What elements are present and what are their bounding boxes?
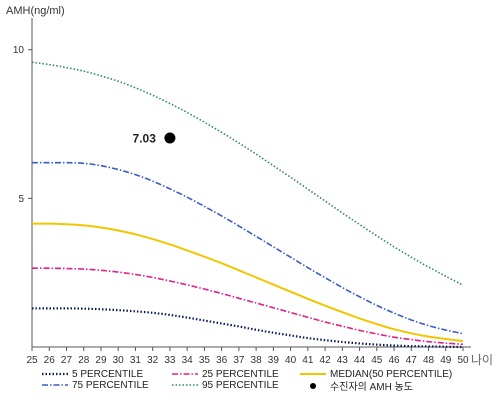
legend: 5 PERCENTILE 25 PERCENTILE MEDIAN(50 PERCE… [42,369,452,393]
x-tick-label: 47 [406,355,418,366]
x-tick-label: 38 [251,355,263,366]
x-tick-label: 26 [44,355,56,366]
x-tick-label: 34 [182,355,194,366]
x-tick-label: 31 [130,355,142,366]
series-line-p95 [31,61,464,286]
legend-label-p50: MEDIAN(50 PERCENTILE) [330,369,452,380]
series-line-p5 [31,307,464,349]
x-tick-label: 42 [320,355,332,366]
x-tick-label: 39 [268,355,280,366]
y-tick-label: 10 [13,45,25,56]
x-tick-label: 37 [233,355,245,366]
x-tick-label: 43 [337,355,349,366]
x-tick-label: 36 [216,355,228,366]
x-tick-label: 33 [164,355,176,366]
x-tick-label: 44 [354,355,366,366]
x-tick-label: 46 [388,355,400,366]
x-tick-label: 41 [302,355,314,366]
x-tick-label: 49 [440,355,452,366]
y-axis-title: AMH(ng/ml) [6,5,65,17]
x-tick-label: 25 [26,355,38,366]
x-tick-label: 35 [199,355,211,366]
legend-label-p75: 75 PERCENTILE [72,380,149,391]
x-tick-label: 27 [61,355,73,366]
x-tick-label: 45 [371,355,383,366]
patient-amh-point [164,132,176,144]
x-axis-unit-label: 나이 [471,353,493,367]
patient-amh-value-label: 7.03 [133,132,157,146]
legend-point-marker [310,383,316,389]
legend-label-p25: 25 PERCENTILE [202,369,279,380]
x-tick-label: 29 [95,355,107,366]
series-layer [31,61,464,349]
x-tick-label: 50 [457,355,469,366]
series-line-p75 [32,161,464,335]
x-tick-label: 28 [78,355,90,366]
x-tick-label: 40 [285,355,297,366]
x-tick-label: 32 [147,355,159,366]
y-tick-label: 5 [18,194,24,205]
points-layer: 7.03 [133,132,176,146]
legend-label-p95: 95 PERCENTILE [202,380,279,391]
legend-point-label: 수진자의 AMH 농도 [330,381,413,393]
series-line-p50 [31,222,464,343]
legend-label-p5: 5 PERCENTILE [72,369,143,380]
x-tick-label: 30 [113,355,125,366]
x-tick-label: 48 [423,355,435,366]
axes: 5 10 25 26 27 28 29 30 31 32 33 34 35 36 37 38 39 40 41 42 4… [13,18,471,366]
series-line-p25 [31,267,464,346]
